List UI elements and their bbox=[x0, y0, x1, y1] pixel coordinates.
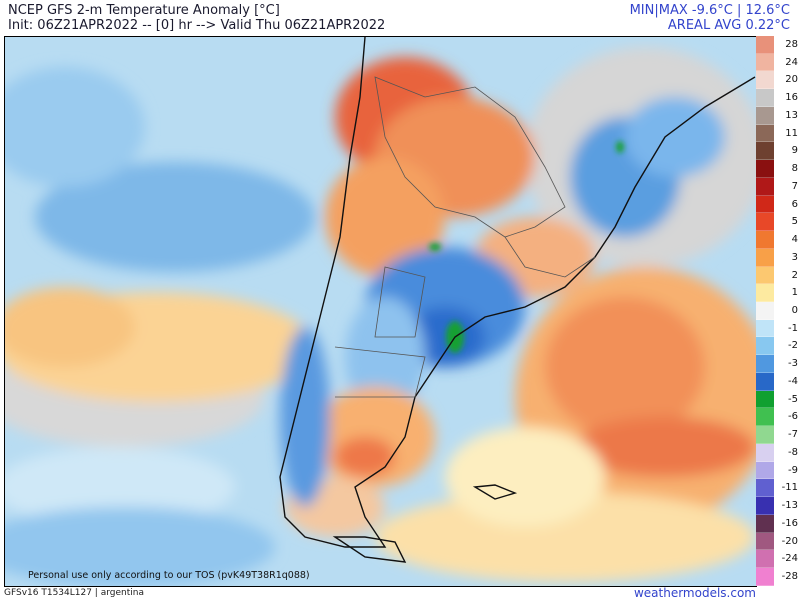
colorbar-cell bbox=[756, 372, 774, 391]
colorbar-label: -2 bbox=[788, 340, 798, 352]
colorbar-cell bbox=[756, 142, 774, 161]
colorbar-label: -24 bbox=[781, 553, 798, 565]
borders bbox=[334, 76, 596, 398]
colorbar-label: -3 bbox=[788, 358, 798, 370]
colorbar-label: 2 bbox=[791, 269, 798, 281]
colorbar-label: 4 bbox=[791, 234, 798, 246]
colorbar-label: -16 bbox=[781, 517, 798, 529]
colorbar-label: -13 bbox=[781, 500, 798, 512]
colorbar-label: 28 bbox=[785, 38, 798, 50]
colorbar-label: -8 bbox=[788, 446, 798, 458]
colorbar-cell bbox=[756, 319, 774, 338]
colorbar-label: 5 bbox=[791, 216, 798, 228]
colorbar-cell bbox=[756, 53, 774, 72]
colorbar-label: 20 bbox=[785, 74, 798, 86]
colorbar-label: -28 bbox=[781, 571, 798, 583]
model-info: GFSv16 T1534L127 | argentina bbox=[4, 588, 144, 598]
colorbar-label: -6 bbox=[788, 411, 798, 423]
colorbar-label: -20 bbox=[781, 535, 798, 547]
colorbar-cell bbox=[756, 337, 774, 356]
colorbar-cell bbox=[756, 284, 774, 303]
map-title: NCEP GFS 2-m Temperature Anomaly [°C] bbox=[8, 3, 280, 18]
colorbar-cell bbox=[756, 266, 774, 285]
colorbar-cell bbox=[756, 231, 774, 249]
colorbar-cell bbox=[756, 568, 774, 586]
coastlines bbox=[279, 37, 756, 563]
colorbar-cell bbox=[756, 550, 774, 569]
colorbar-label: 0 bbox=[791, 305, 798, 316]
colorbar-cell bbox=[756, 443, 774, 462]
colorbar-cell bbox=[756, 71, 774, 90]
colorbar bbox=[756, 36, 774, 586]
colorbar-label: 9 bbox=[791, 145, 798, 157]
colorbar-cell bbox=[756, 36, 774, 54]
colorbar-cell bbox=[756, 248, 774, 267]
colorbar-label: 7 bbox=[791, 180, 798, 192]
colorbar-cell bbox=[756, 514, 774, 533]
colorbar-cell bbox=[756, 177, 774, 196]
site-link[interactable]: weathermodels.com bbox=[633, 586, 756, 600]
colorbar-cell bbox=[756, 390, 774, 409]
colorbar-label: 1 bbox=[791, 287, 798, 299]
colorbar-label: 6 bbox=[791, 198, 798, 210]
colorbar-label: 16 bbox=[785, 92, 798, 104]
colorbar-cell bbox=[756, 408, 774, 427]
colorbar-label: -1 bbox=[788, 322, 798, 334]
colorbar-cell bbox=[756, 124, 774, 143]
map-svg bbox=[5, 37, 756, 586]
colorbar-cell bbox=[756, 106, 774, 125]
anomaly-map bbox=[4, 36, 757, 587]
colorbar-cell bbox=[756, 461, 774, 480]
colorbar-cell bbox=[756, 160, 774, 178]
colorbar-label: -7 bbox=[788, 429, 798, 441]
anomaly-field bbox=[5, 47, 756, 586]
colorbar-cell bbox=[756, 479, 774, 498]
colorbar-cell bbox=[756, 426, 774, 444]
colorbar-label: 24 bbox=[785, 56, 798, 68]
colorbar-cell bbox=[756, 213, 774, 232]
colorbar-cell bbox=[756, 302, 774, 320]
colorbar-cell bbox=[756, 89, 774, 107]
colorbar-label: -9 bbox=[788, 464, 798, 476]
areal-avg-readout: AREAL AVG 0.22°C bbox=[667, 18, 790, 33]
colorbar-cell bbox=[756, 532, 774, 551]
colorbar-label: -5 bbox=[788, 393, 798, 405]
colorbar-cell bbox=[756, 355, 774, 373]
colorbar-label: 13 bbox=[785, 109, 798, 121]
colorbar-label: -11 bbox=[781, 482, 798, 494]
header-left: NCEP GFS 2-m Temperature Anomaly [°C] In… bbox=[8, 3, 385, 33]
minmax-readout: MIN|MAX -9.6°C | 12.6°C bbox=[629, 3, 790, 18]
colorbar-label: 8 bbox=[791, 163, 798, 175]
init-line: Init: 06Z21APR2022 -- [0] hr --> Valid T… bbox=[8, 18, 386, 33]
colorbar-cell bbox=[756, 497, 774, 515]
colorbar-label: 11 bbox=[785, 127, 798, 139]
colorbar-labels: 28 24 20 16 13 11 9 8 7 6 5 4 3 2 1 0 -1 -2 -3 -4 -5 -6 -7 -8 -9… bbox=[774, 36, 800, 586]
colorbar-label: -4 bbox=[788, 375, 798, 387]
colorbar-cell bbox=[756, 195, 774, 214]
colorbar-label: 3 bbox=[791, 251, 798, 263]
header-right: MIN|MAX -9.6°C | 12.6°C AREAL AVG 0.22°C bbox=[630, 3, 790, 33]
tos-notice: Personal use only according to our TOS (… bbox=[28, 570, 310, 581]
